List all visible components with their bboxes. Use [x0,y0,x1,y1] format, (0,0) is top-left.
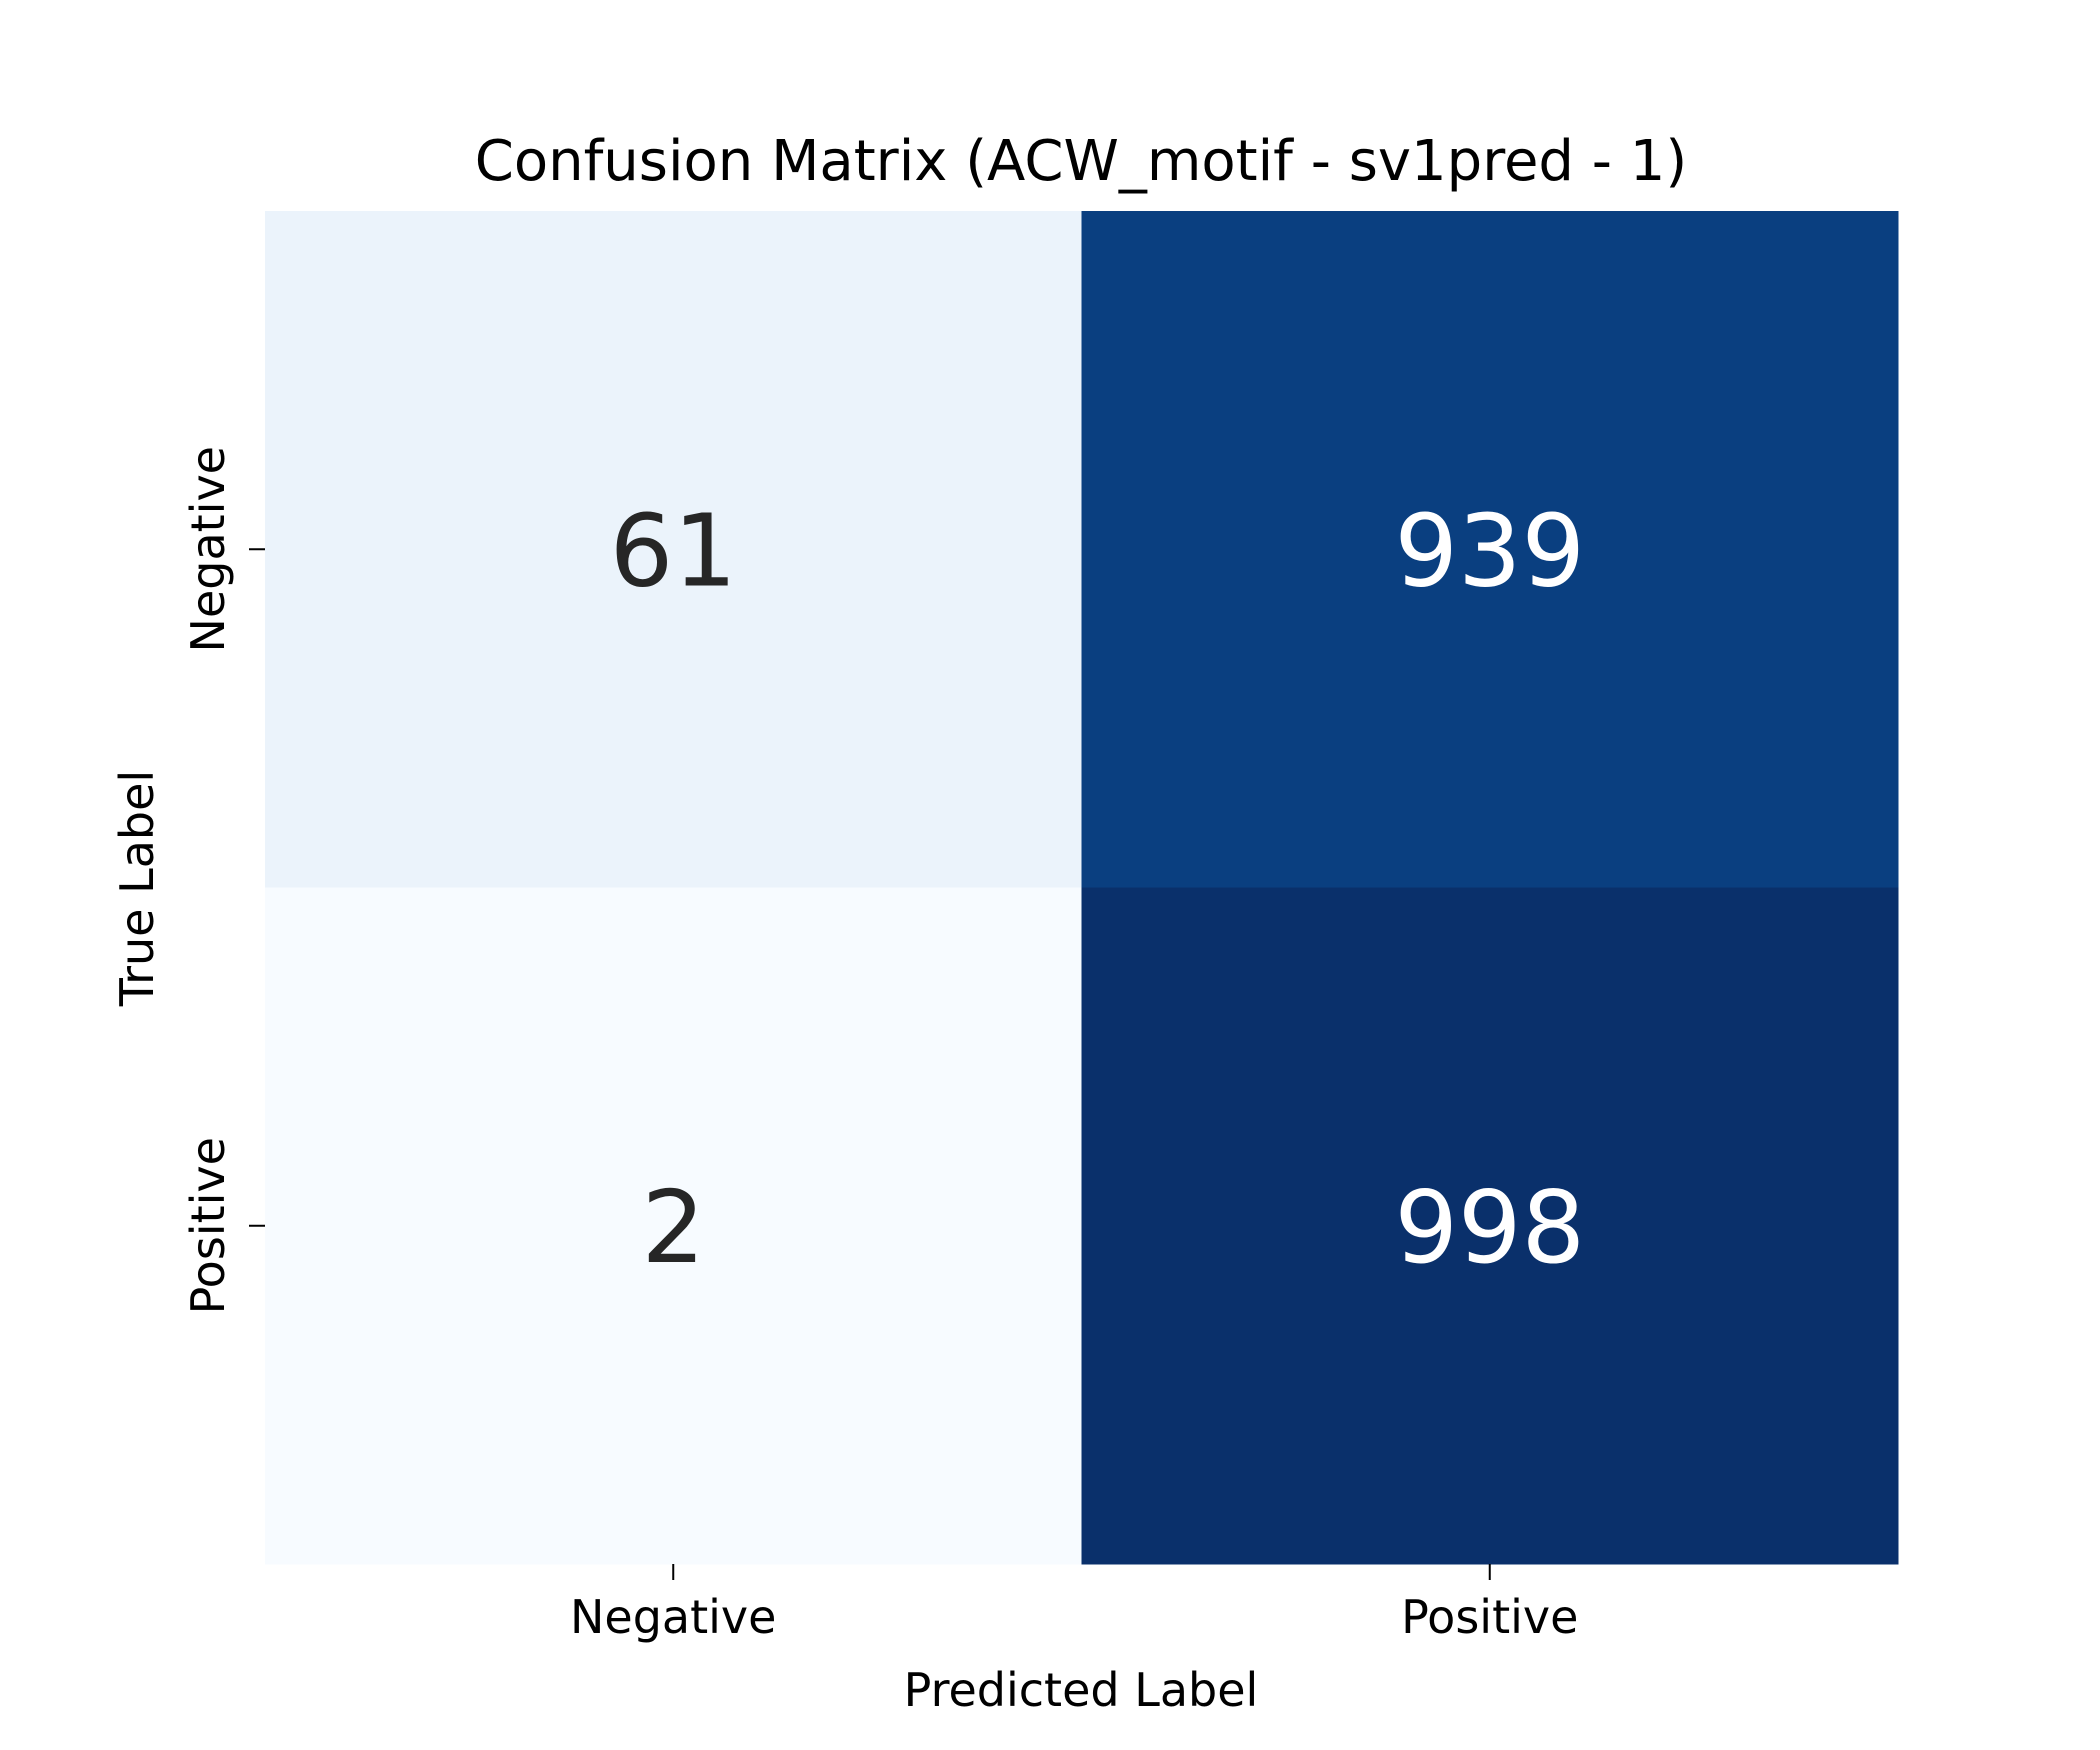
x-tick-label: Positive [1401,1590,1578,1644]
x-axis-label: Predicted Label [904,1663,1259,1717]
heatmap-cell [1081,887,1899,1565]
cell-value-label: 939 [1394,492,1585,609]
heatmap-cell-labels: 61 939 2 998 [610,492,1586,1286]
heatmap-cell [265,887,1082,1565]
heatmap-cell [265,211,1082,888]
x-axis-ticks: Negative Positive [570,1564,1578,1644]
y-tick-label: Positive [181,1137,235,1314]
y-axis-label: True Label [110,770,164,1007]
cell-value-label: 61 [610,492,737,609]
heatmap-cell [1081,211,1899,888]
chart-title: Confusion Matrix (ACW_motif - sv1pred - … [475,129,1688,194]
y-tick-label: Negative [181,446,235,652]
cell-value-label: 998 [1394,1169,1585,1286]
cell-value-label: 2 [641,1169,705,1286]
x-tick-label: Negative [570,1590,776,1644]
heatmap-cells [265,211,1899,1565]
y-axis-ticks: Negative Positive [181,446,265,1314]
